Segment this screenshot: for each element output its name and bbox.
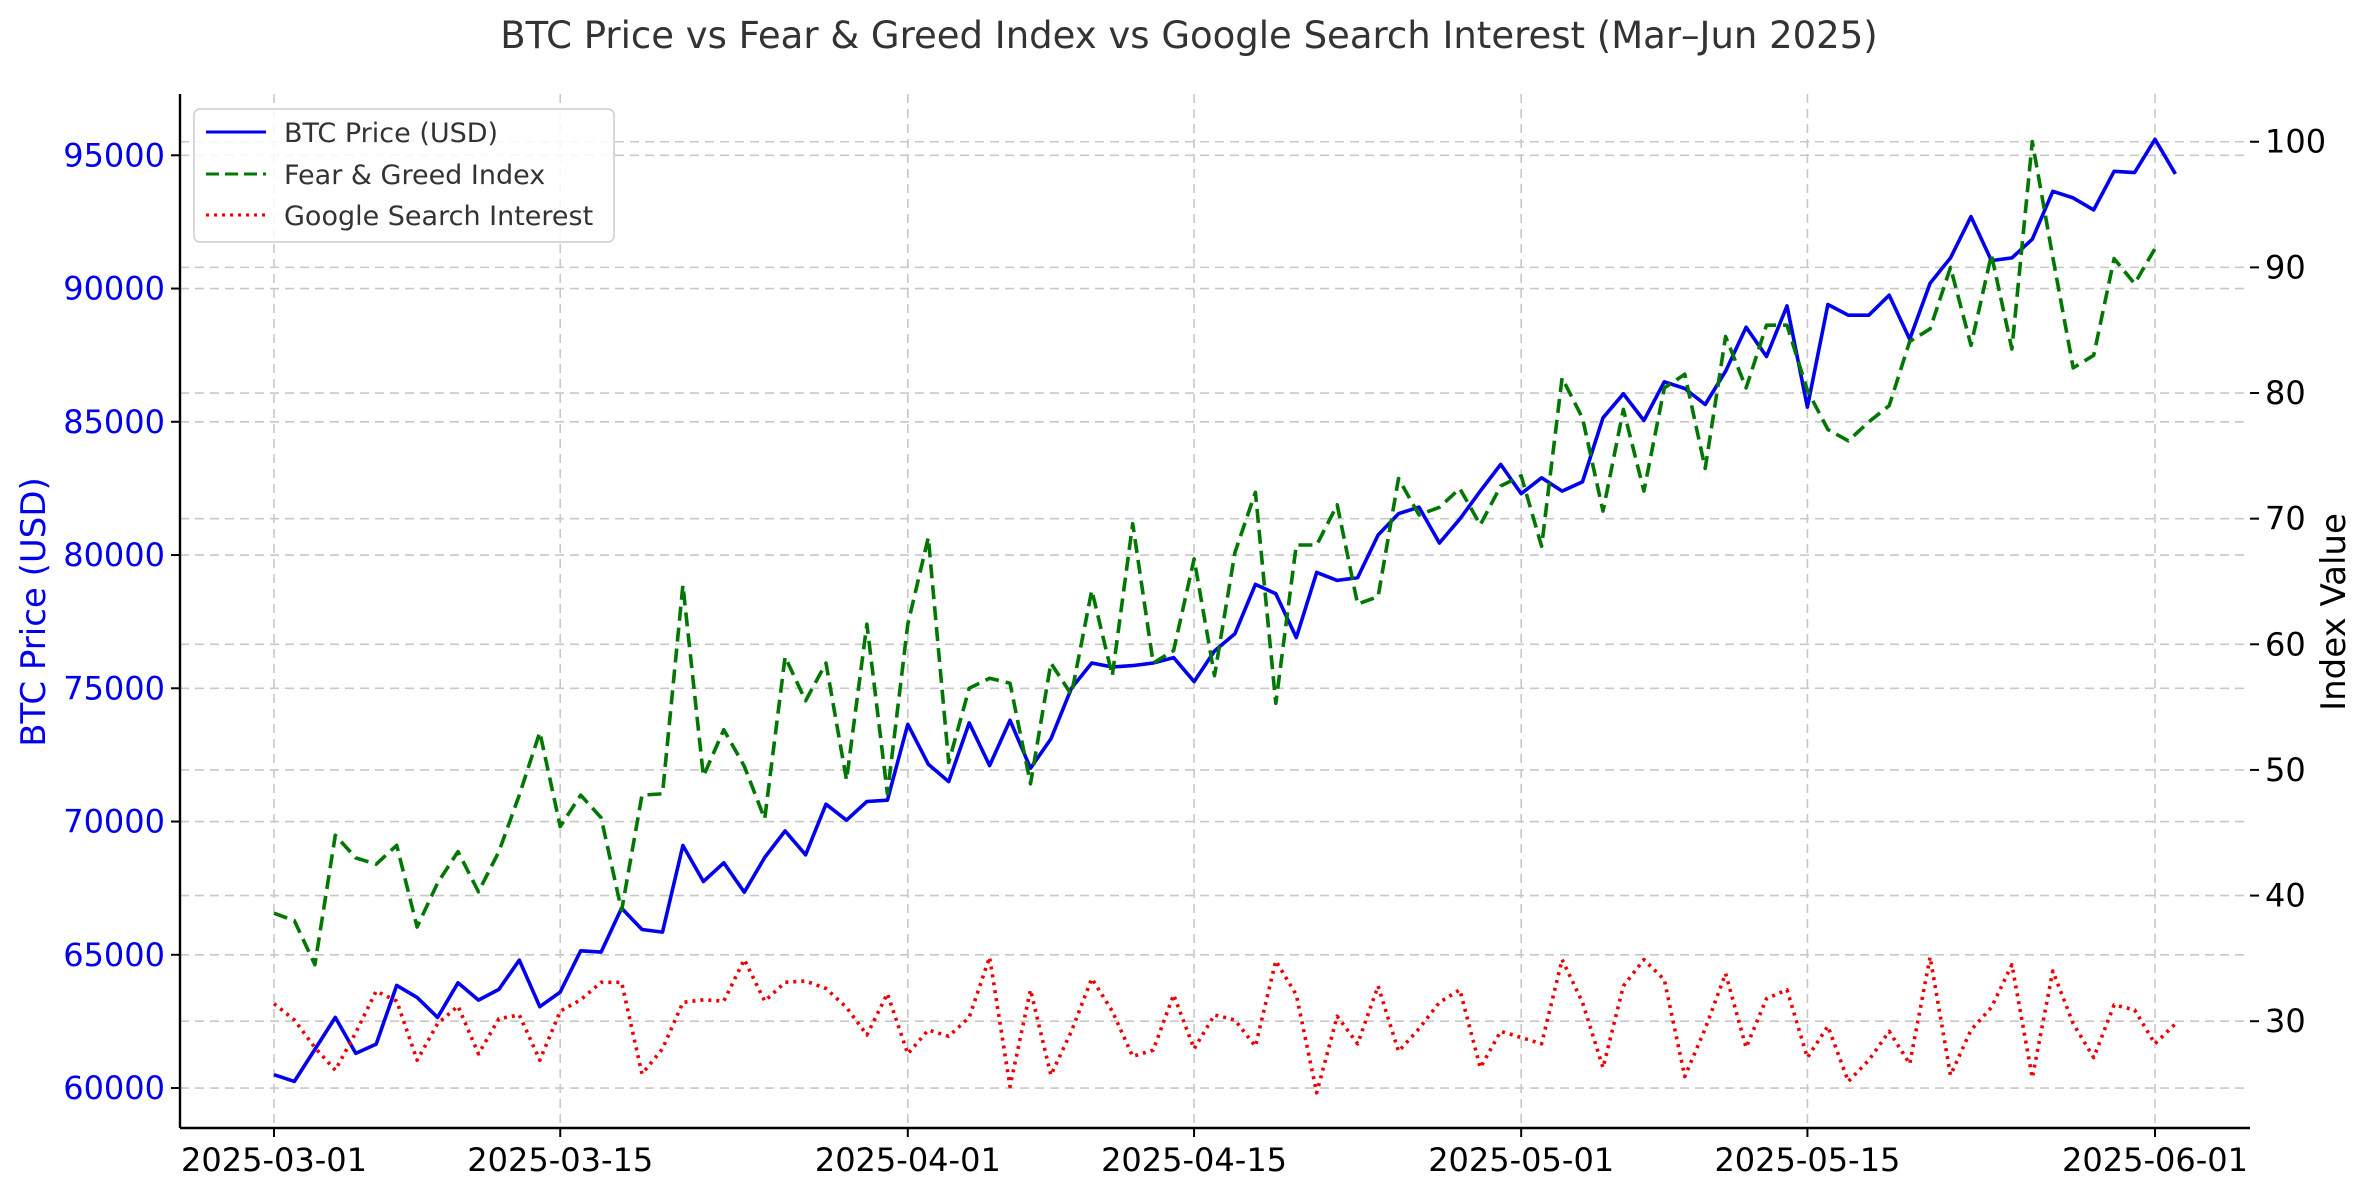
legend-box bbox=[193, 108, 615, 243]
y-left-tick-label: 85000 bbox=[63, 403, 165, 441]
y-left-tick-label: 95000 bbox=[63, 136, 165, 174]
legend: BTC Price (USD) Fear & Greed Index Googl… bbox=[193, 108, 615, 243]
y-left-tick-label: 75000 bbox=[63, 669, 165, 707]
y-left-tick-label: 65000 bbox=[63, 936, 165, 974]
x-tick-label: 2025-04-15 bbox=[1101, 1141, 1287, 1179]
axes bbox=[178, 94, 2250, 1130]
y-right-tick-label: 90 bbox=[2265, 248, 2306, 286]
series-line-google-search-interest bbox=[272, 955, 2177, 1095]
series-lines bbox=[272, 137, 2177, 1095]
legend-label-fear-greed: Fear & Greed Index bbox=[284, 160, 545, 191]
x-tick-label: 2025-06-01 bbox=[2062, 1141, 2248, 1179]
y-left-tick-label: 90000 bbox=[63, 270, 165, 308]
x-tick-label: 2025-03-01 bbox=[181, 1141, 367, 1179]
y-right-tick-label: 30 bbox=[2265, 1002, 2306, 1040]
y-left-tick-label: 80000 bbox=[63, 536, 165, 574]
y-right-tick-label: 80 bbox=[2265, 374, 2306, 412]
series-line-btc-price bbox=[273, 137, 2177, 1084]
y-right-tick-label: 50 bbox=[2265, 751, 2306, 789]
y-right-tick-label: 70 bbox=[2265, 500, 2306, 538]
y-axis-right-label: Index Value bbox=[2314, 513, 2354, 711]
x-tick-label: 2025-04-01 bbox=[815, 1141, 1001, 1179]
y-right-tick-label: 100 bbox=[2265, 123, 2326, 161]
chart-title: BTC Price vs Fear & Greed Index vs Googl… bbox=[500, 14, 1877, 57]
x-tick-label: 2025-05-15 bbox=[1714, 1141, 1900, 1179]
y-left-tick-label: 70000 bbox=[63, 803, 165, 841]
series-line-fear-greed-index bbox=[273, 139, 2157, 967]
y-left-tick-label: 60000 bbox=[63, 1069, 165, 1107]
y-axis-left-label: BTC Price (USD) bbox=[14, 477, 54, 747]
x-tick-label: 2025-03-15 bbox=[467, 1141, 653, 1179]
y-right-tick-label: 60 bbox=[2265, 625, 2306, 663]
grid bbox=[180, 94, 2250, 1128]
x-tick-label: 2025-05-01 bbox=[1428, 1141, 1614, 1179]
tick-labels: 2025-03-01 2025-03-15 2025-04-01 2025-04-15… bbox=[63, 123, 2326, 1179]
y-right-tick-label: 40 bbox=[2265, 877, 2306, 915]
legend-label-btc: BTC Price (USD) bbox=[284, 118, 498, 149]
legend-label-google: Google Search Interest bbox=[284, 201, 593, 232]
